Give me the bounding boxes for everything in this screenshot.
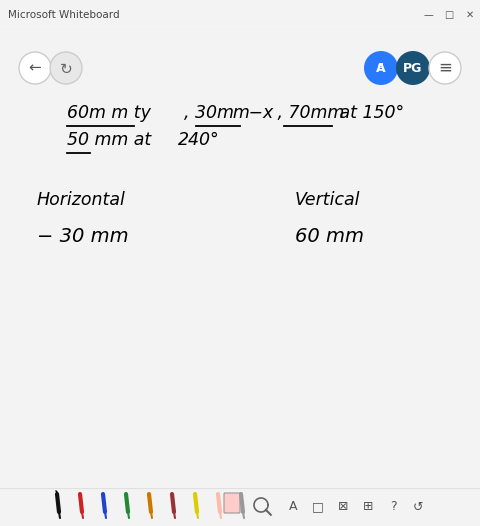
Circle shape [396,51,430,85]
FancyBboxPatch shape [224,493,240,513]
Text: □: □ [444,10,454,20]
Text: ↻: ↻ [60,62,72,76]
Text: at 150°: at 150° [334,104,404,122]
Text: − 30 mm: − 30 mm [37,227,129,246]
Text: □: □ [312,501,324,513]
Text: , 30: , 30 [184,104,217,122]
Text: ?: ? [390,501,396,513]
Text: Horizontal: Horizontal [37,191,126,209]
Text: 240°: 240° [178,131,220,149]
Text: 60 mm: 60 mm [295,227,364,246]
Text: −x: −x [243,104,273,122]
Text: ✕: ✕ [466,10,474,20]
Text: A: A [376,62,386,75]
Text: PG: PG [403,62,423,75]
Circle shape [429,52,461,84]
Text: ←: ← [29,60,41,76]
Text: 50 mm at: 50 mm at [67,131,151,149]
Circle shape [19,52,51,84]
Text: Vertical: Vertical [295,191,360,209]
Text: ≡: ≡ [438,59,452,77]
Text: Microsoft Whiteboard: Microsoft Whiteboard [8,10,120,20]
Text: mm: mm [216,104,250,122]
Text: ⊠: ⊠ [338,501,348,513]
Text: ↺: ↺ [413,501,423,513]
Circle shape [50,52,82,84]
Text: 60m m ty: 60m m ty [67,104,151,122]
Text: , 70mm: , 70mm [272,104,344,122]
Text: —: — [423,10,433,20]
Text: ⊞: ⊞ [363,501,373,513]
Circle shape [364,51,398,85]
Text: ꟼ: ꟼ [378,63,384,73]
Text: A: A [289,501,297,513]
